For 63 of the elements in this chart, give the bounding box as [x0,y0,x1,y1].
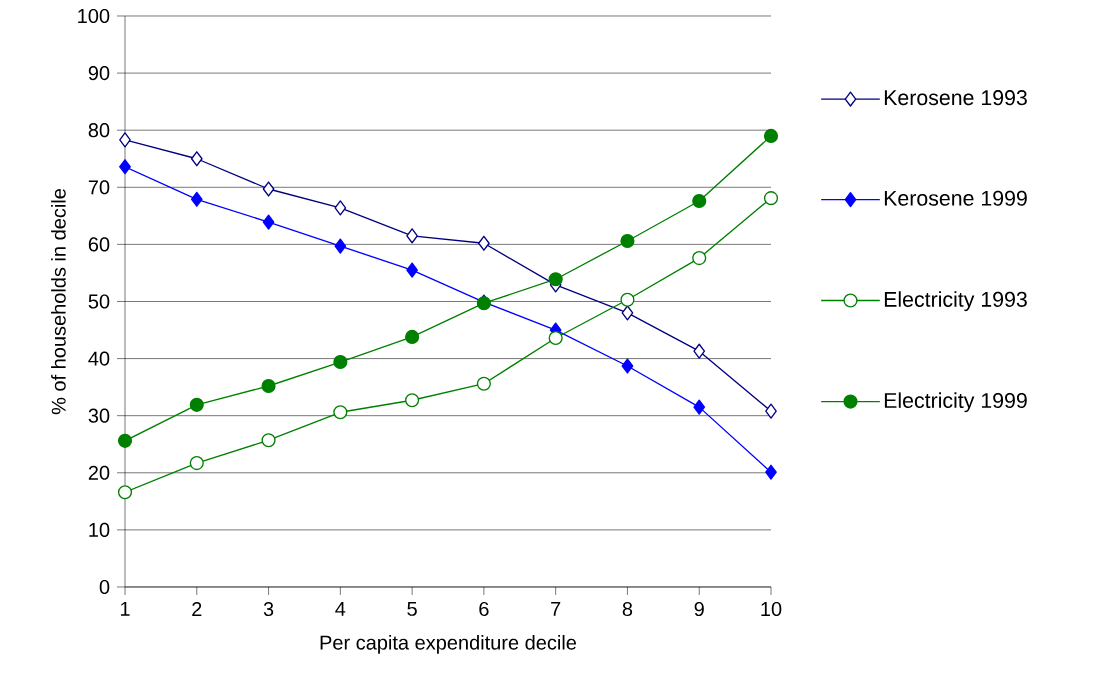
x-tick-label: 8 [622,601,633,617]
y-tick-label: 30 [88,408,110,423]
point [333,405,348,420]
point [117,433,133,448]
x-tick-label: 2 [192,601,202,616]
point [693,343,706,359]
x-tick-label: 6 [479,601,489,617]
point [406,262,418,278]
point [261,433,276,448]
y-tick-label: 80 [88,123,110,138]
x-tick-label: 7 [551,601,561,616]
point [190,191,203,207]
y-tick-label: 100 [78,8,110,24]
x-tick-label: 1 [120,601,130,616]
x-axis-title: Per capita expenditure decile [320,635,577,654]
point [693,399,706,415]
y-tick-label: 10 [89,522,110,537]
legend-label: Kerosene 1999 [884,190,1027,206]
x-tick-label: 4 [335,601,346,616]
y-tick-label: 40 [88,351,110,366]
point [763,128,779,143]
point [476,376,491,391]
point [692,251,707,266]
point [765,403,777,419]
x-tick-label: 3 [263,601,274,617]
legend-label: Electricity 1999 [884,392,1027,413]
point [405,393,420,408]
y-tick-label: 50 [88,294,110,309]
point [620,292,635,307]
point [406,228,418,244]
point [262,214,275,230]
x-tick-label: 9 [694,601,704,617]
point [548,272,563,287]
point [119,132,131,148]
y-axis-title: % of households in decile [51,189,66,415]
x-tick-label: 5 [407,601,417,616]
point [119,159,131,175]
y-tick-label: 70 [88,180,110,195]
point [190,151,203,167]
point [620,233,635,249]
point [478,235,490,251]
legend-label: Electricity 1993 [884,291,1027,312]
point [621,358,634,374]
point [189,397,204,412]
y-tick-label: 90 [88,66,110,81]
y-tick-label: 60 [88,237,110,252]
point [763,191,779,206]
point [621,305,634,321]
legend-label: Kerosene 1993 [884,90,1027,106]
point [261,378,276,394]
point [262,181,275,197]
x-tick-label: 10 [761,601,782,617]
point [334,238,347,254]
point [765,464,777,480]
point [692,193,707,209]
point [548,330,563,346]
point [189,456,204,471]
point [405,329,420,344]
point [333,354,348,370]
point [334,200,347,216]
y-tick-label: 20 [88,465,110,480]
y-tick-label: 0 [99,579,110,595]
point [117,485,133,500]
